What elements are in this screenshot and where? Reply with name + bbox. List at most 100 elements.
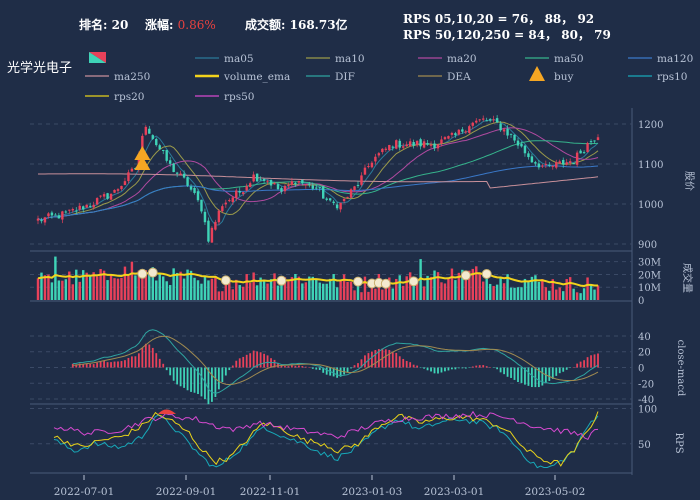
candle-body — [113, 189, 116, 193]
candle-body — [200, 199, 203, 212]
candle-body — [412, 142, 415, 146]
macd-hist-bar — [391, 352, 394, 368]
volume-bar — [54, 256, 57, 300]
candle-body — [447, 136, 450, 139]
volume-bar — [502, 283, 506, 300]
candle-body — [47, 213, 50, 217]
volume-bar — [537, 281, 541, 300]
volume-bar — [283, 277, 287, 300]
volume-ema-marker — [460, 270, 471, 281]
macd-hist-bar — [231, 365, 234, 368]
volume-bar — [523, 278, 527, 300]
macd-hist-bar — [217, 367, 220, 390]
candle-body — [367, 166, 370, 168]
rps-tick-label: 50 — [638, 440, 651, 451]
volume-bar — [193, 277, 196, 300]
volume-bar — [88, 276, 92, 300]
macd-hist-bar — [224, 367, 227, 376]
volume-bar — [217, 291, 221, 300]
candle-body — [377, 153, 381, 156]
change-value: 0.86% — [177, 18, 216, 32]
candle-body — [214, 221, 217, 230]
volume-bar — [255, 285, 259, 300]
candle-body — [64, 211, 68, 213]
rps-tick-label: 100 — [638, 405, 657, 416]
candle-body — [325, 198, 328, 200]
macd-hist-bar — [256, 351, 259, 368]
candle-body — [36, 218, 40, 221]
macd-hist-bar — [586, 357, 589, 368]
candle-body — [109, 193, 113, 200]
macd-hist-bar — [280, 365, 283, 368]
macd-hist-bar — [221, 367, 224, 383]
candle-body — [175, 172, 179, 174]
candle-body — [269, 180, 273, 186]
volume-bar — [482, 281, 485, 300]
volume-bar — [586, 277, 589, 300]
volume-bar — [325, 283, 328, 300]
legend-label: rps10 — [657, 71, 688, 83]
macd-hist-bar — [134, 356, 137, 368]
candle-body — [50, 212, 54, 216]
macd-tick-label: 20 — [638, 348, 651, 359]
price-axis-label: 股价 — [683, 171, 695, 191]
volume-bar — [412, 286, 415, 300]
candle-body — [589, 141, 593, 143]
macd-hist-bar — [318, 367, 321, 370]
macd-hist-bar — [259, 352, 262, 368]
macd-hist-bar — [137, 353, 140, 368]
volume-bar — [189, 270, 193, 300]
rps-axis-label: RPS — [673, 432, 684, 453]
volume-bar — [242, 286, 245, 300]
candle-body — [335, 204, 339, 209]
volume-bar — [290, 277, 294, 300]
dea-line — [72, 335, 599, 386]
macd-hist-bar — [343, 367, 345, 375]
macd-hist-bar — [263, 353, 265, 368]
volume-ema-marker — [137, 268, 148, 279]
volume-bar — [68, 271, 71, 300]
rps50-line — [53, 410, 599, 441]
candle-body — [426, 143, 429, 145]
candle-body — [168, 160, 172, 164]
candle-body — [555, 162, 558, 168]
volume-bar — [64, 279, 68, 300]
volume-bar — [471, 268, 474, 300]
macd-hist-bar — [551, 367, 554, 379]
candle-body — [374, 156, 377, 162]
macd-hist-bar — [416, 365, 419, 368]
volume-bar — [388, 277, 391, 300]
volume-bar — [492, 286, 495, 300]
macd-hist-bar — [402, 358, 405, 368]
macd-hist-bar — [541, 367, 544, 386]
candle-body — [388, 144, 391, 151]
macd-hist-bar — [339, 367, 342, 377]
legend-label: ma120 — [657, 53, 693, 65]
volume-bar — [85, 272, 88, 300]
volume-bar — [308, 276, 311, 300]
volume-bar — [235, 279, 238, 300]
candle-body — [429, 144, 433, 146]
macd-hist-bar — [120, 361, 123, 368]
macd-hist-bar — [517, 367, 519, 383]
macd-hist-bar — [531, 367, 533, 388]
volume-bar — [71, 284, 74, 300]
title-icon-down — [89, 52, 106, 63]
macd-hist-bar — [384, 349, 387, 368]
volume-bar — [335, 287, 339, 300]
macd-hist-bar — [537, 367, 540, 388]
candle-body — [193, 187, 196, 193]
candle-body — [40, 220, 43, 222]
candle-body — [106, 193, 109, 199]
volume-bar — [349, 281, 353, 300]
macd-hist-bar — [377, 349, 380, 368]
macd-hist-bar — [249, 353, 252, 368]
candle-body — [523, 145, 527, 154]
volume-bar — [144, 270, 148, 300]
volume-bar — [224, 282, 228, 300]
rps-peak-highlight — [158, 409, 176, 414]
volume-tick-label: 20M — [638, 270, 661, 281]
volume-bar — [148, 273, 151, 300]
macd-hist-bar — [197, 367, 199, 395]
